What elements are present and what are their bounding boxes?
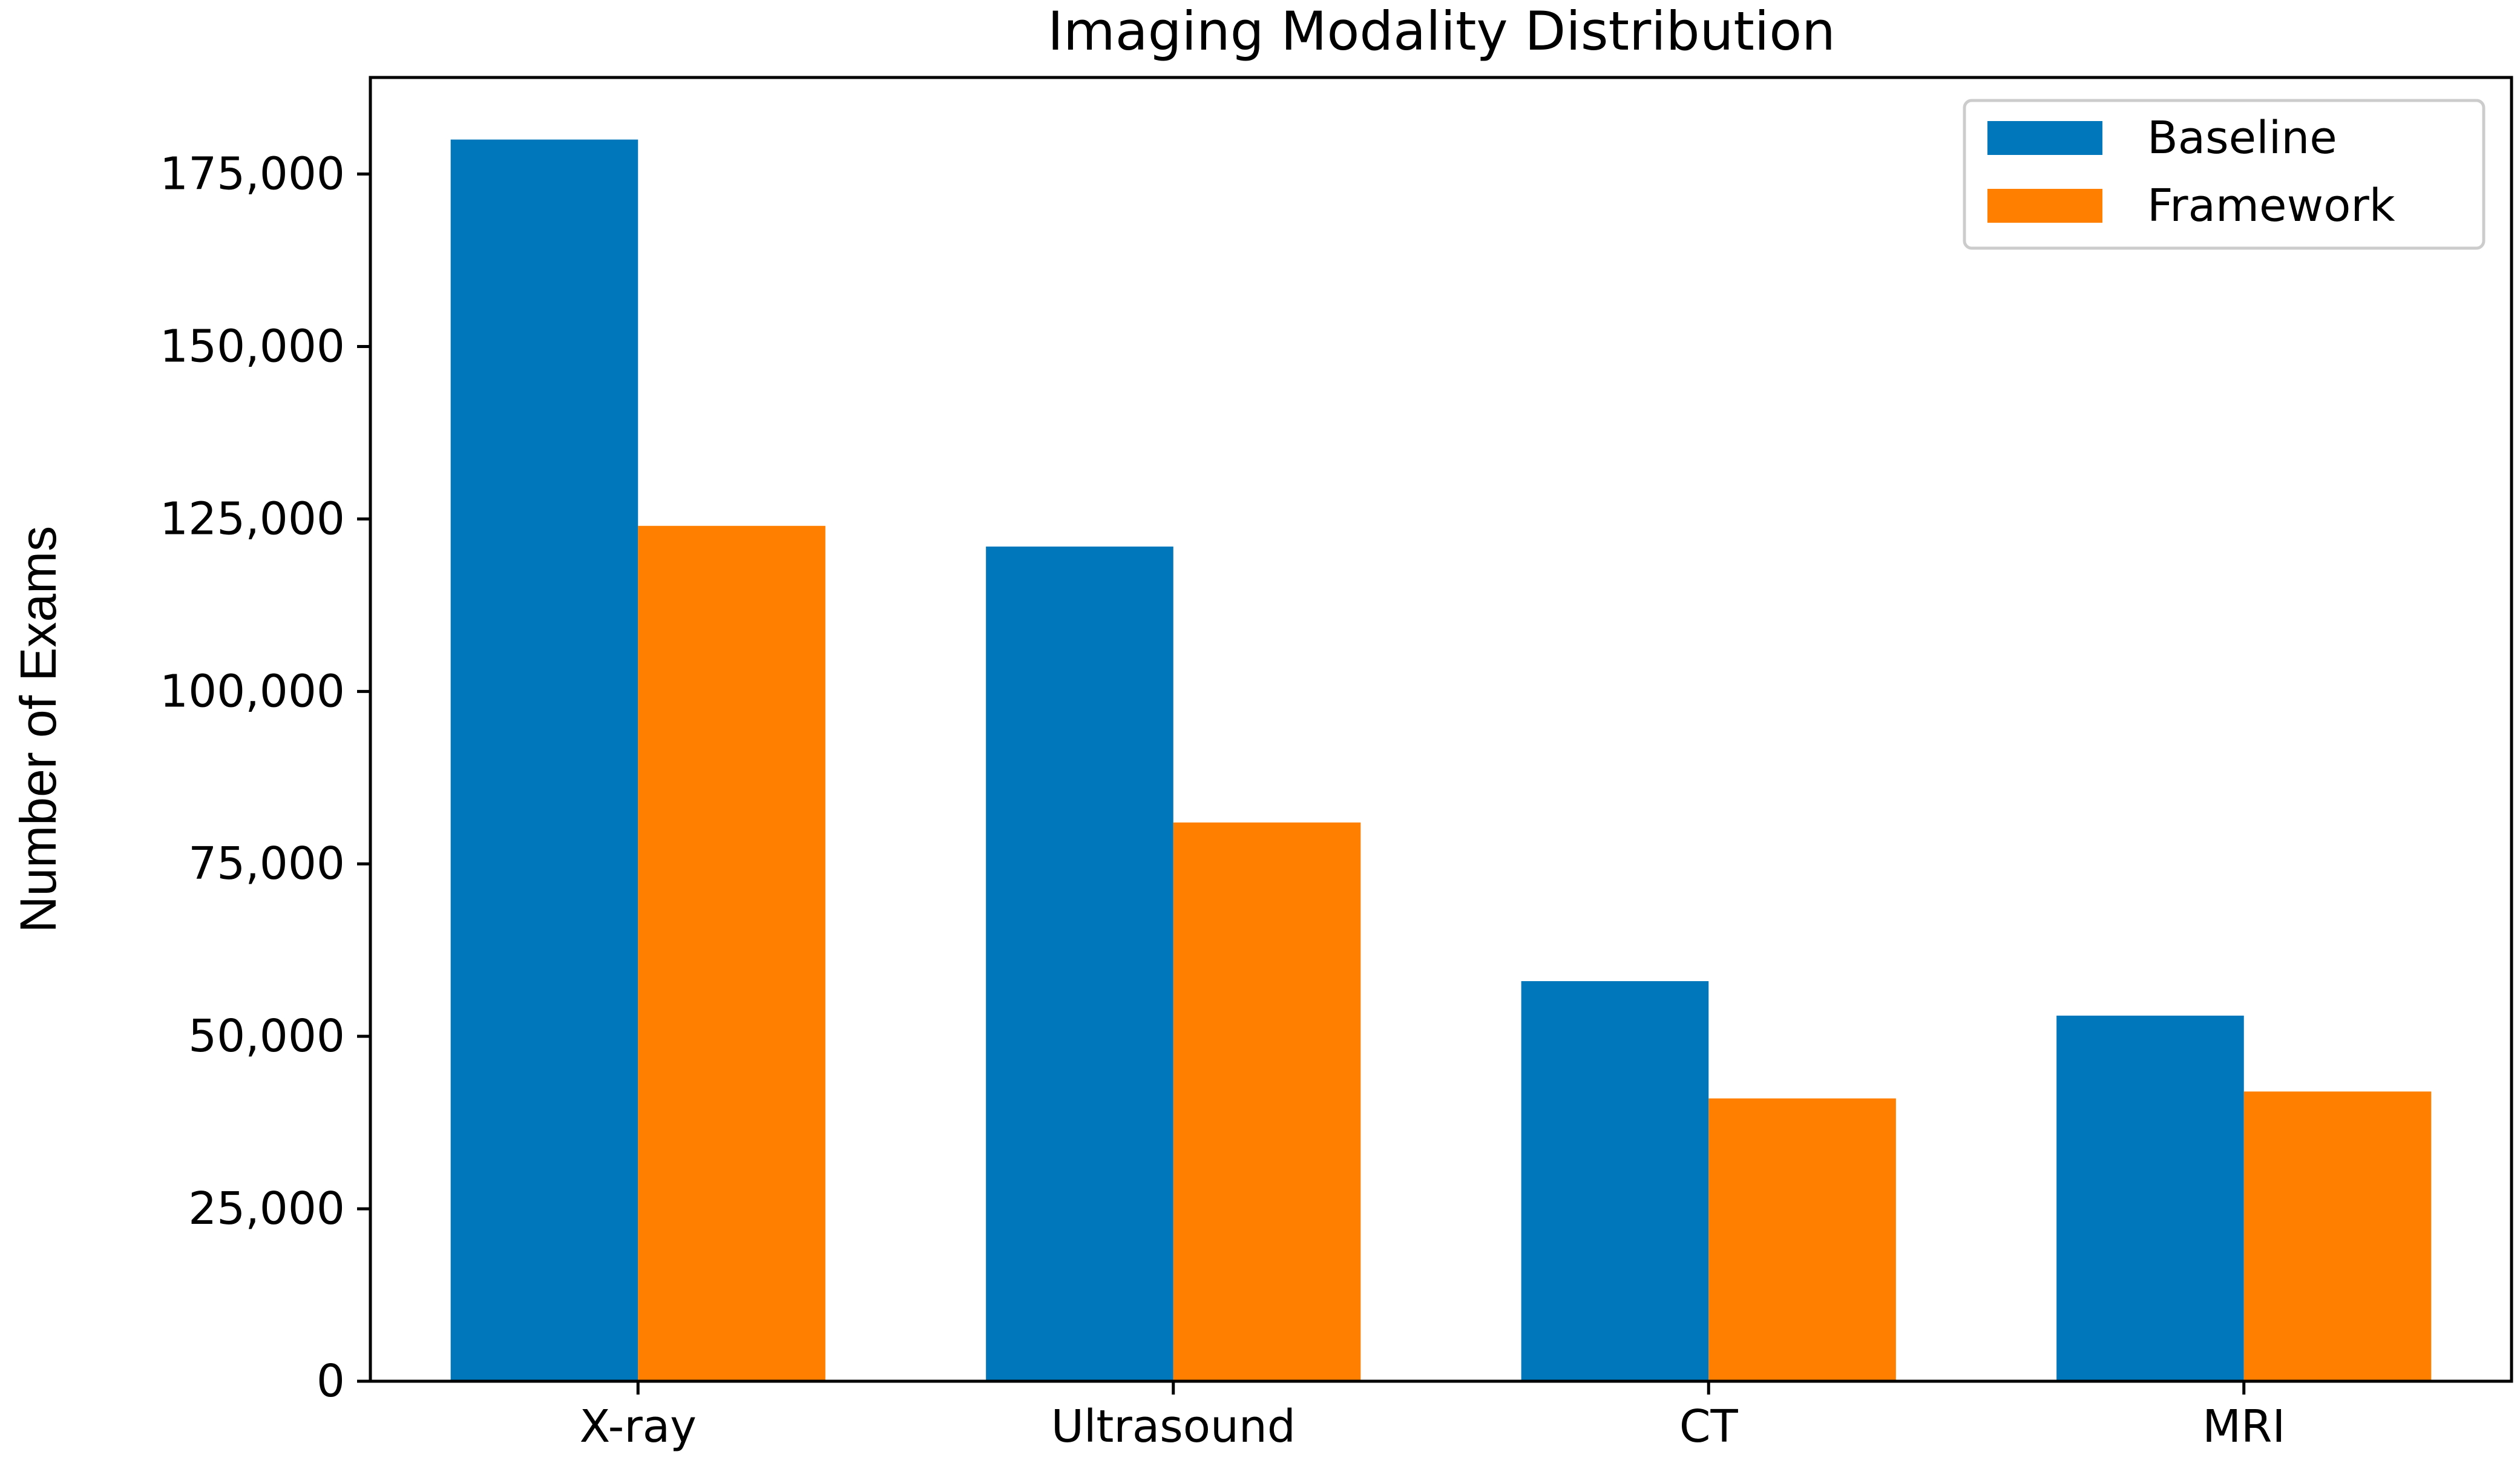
legend-label-baseline: Baseline xyxy=(2147,112,2337,164)
legend-swatch-baseline xyxy=(1987,121,2102,155)
bar-framework-ct xyxy=(1708,1098,1896,1381)
legend-swatch-framework xyxy=(1987,189,2102,223)
y-tick-label: 175,000 xyxy=(160,148,345,200)
y-tick-label: 75,000 xyxy=(188,838,345,890)
y-tick-label: 125,000 xyxy=(160,493,345,545)
y-axis: 0 25,000 50,000 75,000 100,000 125,000 150,000… xyxy=(160,148,370,1407)
y-axis-label: Number of Exams xyxy=(10,526,67,933)
x-tick-label: MRI xyxy=(2202,1401,2285,1453)
bar-baseline-mri xyxy=(2056,1015,2244,1381)
plot-area xyxy=(369,76,2513,1383)
legend: Baseline Framework xyxy=(1963,99,2486,250)
x-axis: X-ray Ultrasound CT MRI xyxy=(580,1381,2285,1453)
bar-framework-x-ray xyxy=(638,525,825,1381)
bar-baseline-ultrasound xyxy=(986,546,1173,1381)
y-tick-label: 50,000 xyxy=(188,1010,345,1062)
y-tick-label: 0 xyxy=(317,1355,345,1407)
bar-framework-ultrasound xyxy=(1173,822,1361,1381)
bar-baseline-x-ray xyxy=(450,139,638,1381)
x-tick-label: X-ray xyxy=(580,1401,697,1453)
x-tick-label: CT xyxy=(1679,1401,1739,1453)
legend-label-framework: Framework xyxy=(2147,180,2395,232)
y-tick-label: 100,000 xyxy=(160,665,345,717)
plot-frame xyxy=(369,76,2513,1383)
chart-title: Imaging Modality Distribution xyxy=(1048,0,1836,62)
y-tick-label: 25,000 xyxy=(188,1183,345,1235)
bar-framework-mri xyxy=(2243,1091,2432,1381)
bar-baseline-ct xyxy=(1521,981,1709,1381)
x-tick-label: Ultrasound xyxy=(1051,1401,1296,1453)
y-tick-label: 150,000 xyxy=(160,320,345,372)
